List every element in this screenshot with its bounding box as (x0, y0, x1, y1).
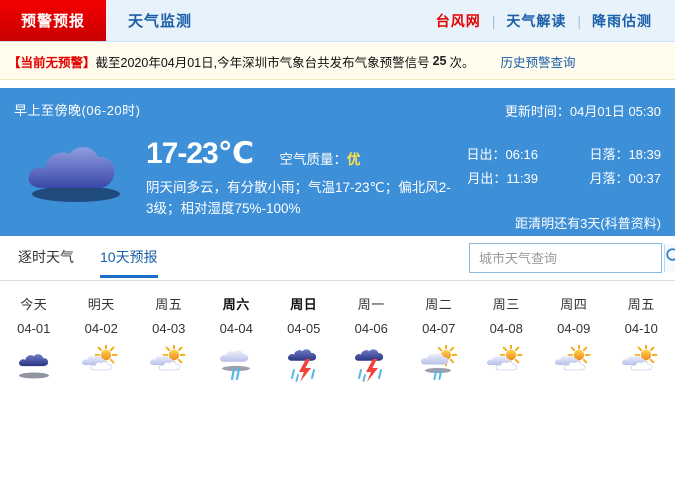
tab-ten-day-forecast[interactable]: 10天预报 (100, 247, 158, 278)
sunrise-value: 日出：06:16 (466, 147, 538, 162)
hero-description: 阴天间多云，有分散小雨；气温17-23℃；偏北风2-3级；相对湿度75%-100… (146, 180, 451, 216)
forecast-day-column[interactable]: 周日 04-05 (270, 281, 338, 385)
city-search-box (469, 243, 675, 273)
day-date: 04-01 (17, 321, 51, 336)
day-name: 明天 (87, 297, 115, 312)
day-date: 04-04 (219, 321, 253, 336)
nav-link-weather-analysis[interactable]: 天气解读 (506, 12, 567, 29)
forecast-day-column[interactable]: 周一 04-06 (338, 281, 406, 385)
update-time-label: 更新时间： (504, 104, 570, 119)
thunderstorm-icon (347, 345, 395, 385)
search-input[interactable] (470, 244, 664, 272)
update-time-row: 更新时间：04月01日 05:30 (421, 101, 661, 120)
hero-side-info: 更新时间：04月01日 05:30 日出：06:16 日落：18:39 月出：1… (421, 88, 661, 236)
forecast-day-column[interactable]: 周二 04-07 (405, 281, 473, 385)
nav-right-group: 台风网 | 天气解读 | 降雨估测 (425, 0, 675, 41)
hero-air-quality-value: 优 (347, 151, 361, 167)
day-date: 04-05 (287, 321, 321, 336)
day-name: 周五 (627, 297, 655, 312)
day-date: 04-08 (489, 321, 523, 336)
forecast-tabbar: 逐时天气 10天预报 (0, 236, 675, 281)
sun-cloud-icon (77, 345, 125, 385)
day-name: 今天 (20, 297, 48, 312)
thunderstorm-icon (280, 345, 328, 385)
forecast-day-column[interactable]: 周三 04-08 (473, 281, 541, 385)
day-date: 04-06 (354, 321, 388, 336)
sun-moon-grid: 日出：06:16 日落：18:39 月出：11:39 月落：00:37 (421, 144, 661, 187)
sun-cloud-icon (145, 345, 193, 385)
alert-count-unit: 次。 (449, 55, 475, 70)
hero-main-info: 17-23℃ 空气质量：优 阴天间多云，有分散小雨；气温17-23℃；偏北风2-… (146, 136, 458, 219)
current-weather-panel: 早上至傍晚(06-20时) 17-23℃ 空气质量：优 阴天间多云，有分散小雨；… (0, 88, 675, 236)
day-date: 04-07 (422, 321, 456, 336)
day-name: 周二 (425, 297, 453, 312)
nav-left-group: 预警预报 天气监测 (0, 0, 214, 41)
forecast-day-column[interactable]: 周六 04-04 (203, 281, 271, 385)
day-name: 周四 (560, 297, 588, 312)
hero-period-label: 早上至傍晚(06-20时) (14, 103, 141, 118)
hero-air-quality-label: 空气质量： (279, 151, 348, 167)
nav-link-rain-estimate[interactable]: 降雨估测 (592, 12, 652, 29)
day-date: 04-03 (152, 321, 186, 336)
update-time-value: 04月01日 05:30 (569, 104, 661, 119)
nav-separator-2: | (577, 12, 581, 29)
forecast-day-column[interactable]: 周五 04-10 (608, 281, 675, 385)
cloudy-icon (10, 345, 58, 385)
day-name: 周三 (492, 297, 520, 312)
cloud-rain-icon (212, 345, 260, 385)
tab-hourly-weather[interactable]: 逐时天气 (18, 249, 74, 265)
alert-status-tag: 【当前无预警】 (8, 55, 96, 70)
search-button[interactable] (664, 244, 675, 272)
moonrise-value: 月出：11:39 (467, 171, 538, 186)
hero-air-quality: 空气质量：优 (280, 148, 361, 168)
forecast-day-column[interactable]: 今天 04-01 (0, 281, 68, 385)
moonset-value: 月落：00:37 (589, 171, 661, 186)
day-date: 04-02 (84, 321, 118, 336)
sun-cloud-icon (550, 345, 598, 385)
hero-temperature: 17-23℃ (146, 137, 254, 170)
festival-countdown[interactable]: 距清明还有3天(科普资料) (515, 216, 661, 231)
sun-cloud-icon (482, 345, 530, 385)
ten-day-forecast: 今天 04-01 明天 04-02 周五 04-03 周六 04-04 周日 04-05 周一 04-… (0, 281, 675, 496)
search-icon (665, 247, 675, 270)
forecast-day-column[interactable]: 明天 04-02 (68, 281, 136, 385)
day-date: 04-09 (557, 321, 591, 336)
forecast-day-column[interactable]: 周五 04-03 (135, 281, 203, 385)
sun-cloud-icon (617, 345, 665, 385)
alert-banner: 【当前无预警】 截至2020年04月01日,今年深圳市气象台共发布气象预警信号 … (0, 43, 675, 80)
cloudy-icon (18, 132, 130, 210)
alert-count: 25 (432, 54, 447, 68)
day-date: 04-10 (624, 321, 658, 336)
nav-tab-weather-monitor[interactable]: 天气监测 (128, 13, 193, 30)
day-name: 周六 (222, 297, 250, 312)
sunset-value: 日落：18:39 (589, 147, 661, 162)
day-name: 周日 (290, 297, 318, 312)
top-navigation: 预警预报 天气监测 台风网 | 天气解读 | 降雨估测 (0, 0, 675, 42)
alert-history-link[interactable]: 历史预警查询 (500, 55, 576, 70)
day-name: 周五 (155, 297, 183, 312)
nav-tab-alert-forecast[interactable]: 预警预报 (0, 0, 106, 41)
alert-message: 截至2020年04月01日,今年深圳市气象台共发布气象预警信号 (95, 55, 430, 70)
nav-separator-1: | (491, 12, 496, 29)
day-name: 周一 (357, 297, 385, 312)
sun-cloud-rain-icon (415, 345, 463, 385)
forecast-day-column[interactable]: 周四 04-09 (540, 281, 608, 385)
nav-link-typhoon[interactable]: 台风网 (435, 12, 481, 29)
